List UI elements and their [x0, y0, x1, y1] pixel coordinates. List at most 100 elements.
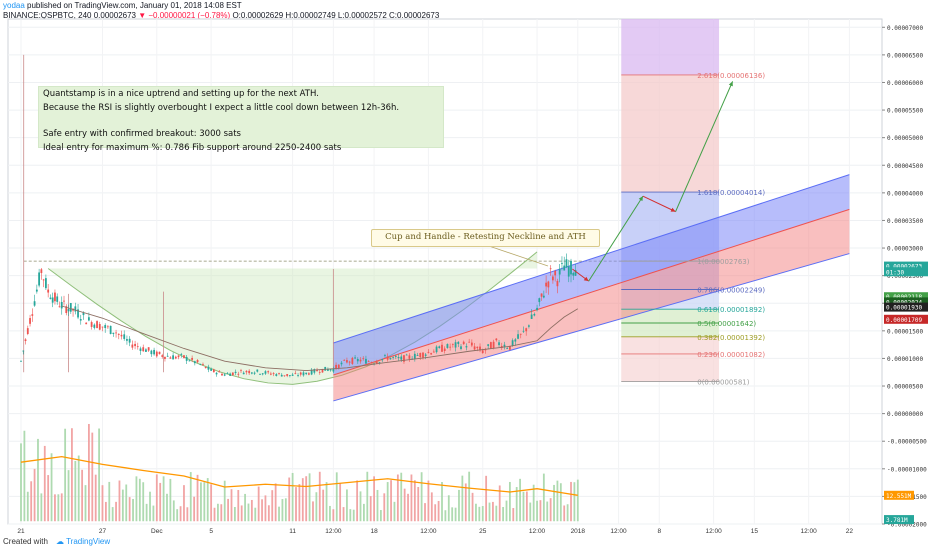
candle-body [511, 340, 514, 346]
volume-bar [244, 493, 246, 522]
candle-body [359, 359, 362, 362]
fib-zone-2618 [621, 74, 720, 193]
volume-bar [536, 500, 538, 522]
candle-body [250, 372, 253, 374]
x-tick-label: 25 [479, 528, 487, 535]
candle-body [438, 346, 441, 349]
volume-bar [566, 504, 569, 522]
volume-bar [529, 502, 532, 522]
candle-body [180, 354, 183, 355]
candle-body [164, 356, 166, 359]
volume-ma-line [20, 456, 578, 496]
tradingview-logo[interactable]: ☁ TradingView [56, 537, 110, 546]
price-label: 01:30 [886, 269, 904, 276]
volume-bar [478, 506, 481, 522]
candle-body [530, 314, 533, 319]
volume-bar [54, 494, 56, 522]
candle-body [552, 276, 554, 281]
candle-body [337, 364, 340, 369]
candle-body [112, 332, 115, 334]
candle-body [430, 353, 433, 355]
candle-body [313, 369, 316, 373]
volume-bar [349, 509, 352, 522]
candle-body [335, 364, 337, 369]
candle-body [136, 346, 139, 348]
candle-body [155, 351, 158, 357]
candle-body [370, 362, 373, 364]
volume-bar [240, 505, 243, 522]
volume-bar [179, 506, 182, 522]
x-tick-label: Dec [151, 528, 163, 535]
volume-bar [498, 485, 501, 522]
candle-body [101, 326, 104, 328]
volume-bar [217, 503, 219, 522]
volume-bar [74, 460, 77, 522]
candle-body [343, 359, 346, 361]
volume-bar [203, 482, 206, 522]
volume-bar [108, 481, 111, 522]
volume-bar [183, 485, 185, 522]
arrow-pullback-head [583, 276, 589, 282]
candle-body [147, 347, 150, 351]
candle-body [58, 306, 61, 308]
candle-body [318, 371, 321, 373]
volume-bar [125, 484, 128, 522]
x-tick-label: 12:00 [325, 528, 342, 535]
candle-body [49, 297, 52, 299]
volume-bar [166, 493, 168, 522]
candle-body [540, 293, 543, 297]
volume-bar [278, 506, 280, 522]
header-line-2: BINANCE:QSPBTC, 240 0.00002673 ▼ −0.0000… [3, 11, 439, 20]
volume-bar [417, 487, 420, 522]
price-label-box [884, 267, 928, 277]
volume-bar [142, 482, 145, 522]
volume-bar [264, 495, 267, 522]
y-tick-label: 0.00005000 [887, 135, 924, 142]
volume-label-box [884, 490, 914, 500]
candle-body [104, 325, 107, 329]
candle-body [514, 339, 517, 342]
volume-bar [379, 510, 382, 522]
fib-level-label: 0.236(0.00001082) [697, 351, 765, 359]
candle-body [229, 373, 232, 376]
fib-level-label: 0.382(0.00001392) [697, 334, 765, 342]
volume-bar [43, 445, 46, 522]
volume-bar [444, 510, 447, 522]
price-label: 0.00001709 [886, 317, 923, 324]
candle-body [77, 309, 79, 318]
candle-body [570, 260, 572, 275]
candle-body [405, 354, 408, 356]
author-link[interactable]: yodaa [3, 1, 25, 10]
volume-bar [383, 493, 386, 522]
candle-body [172, 355, 175, 360]
published-text: published on TradingView.com, January 01… [27, 1, 242, 10]
volume-bar [111, 507, 114, 522]
volume-bar [250, 499, 253, 522]
candle-body [547, 281, 550, 288]
candle-body [161, 355, 164, 357]
analysis-note: Quantstamp is in a nice uptrend and sett… [38, 86, 444, 153]
x-tick-label: 15 [751, 528, 759, 535]
volume-bar [169, 478, 172, 522]
candle-body [481, 350, 484, 354]
x-tick-label: 5 [209, 528, 213, 535]
volume-bar [200, 482, 202, 522]
volume-bar [512, 508, 515, 522]
volume-bar [461, 475, 464, 522]
volume-bar [104, 501, 107, 522]
candle-body [403, 355, 405, 362]
fib-level-label: 0(0.00000581) [697, 379, 749, 387]
brand-name: TradingView [66, 537, 111, 546]
volume-bar [400, 472, 403, 522]
note-line-4: Ideal entry for maximum %: 0.786 Fib sup… [43, 142, 342, 153]
candle-body [51, 297, 54, 303]
candle-body [413, 353, 416, 359]
volume-bar [71, 428, 73, 522]
candle-body [288, 375, 291, 376]
candle-body [538, 298, 541, 303]
volume-bar [332, 509, 335, 522]
volume-bar [318, 471, 321, 522]
y-tick-label: -0.00002000 [887, 522, 927, 529]
candle-body [44, 278, 47, 289]
